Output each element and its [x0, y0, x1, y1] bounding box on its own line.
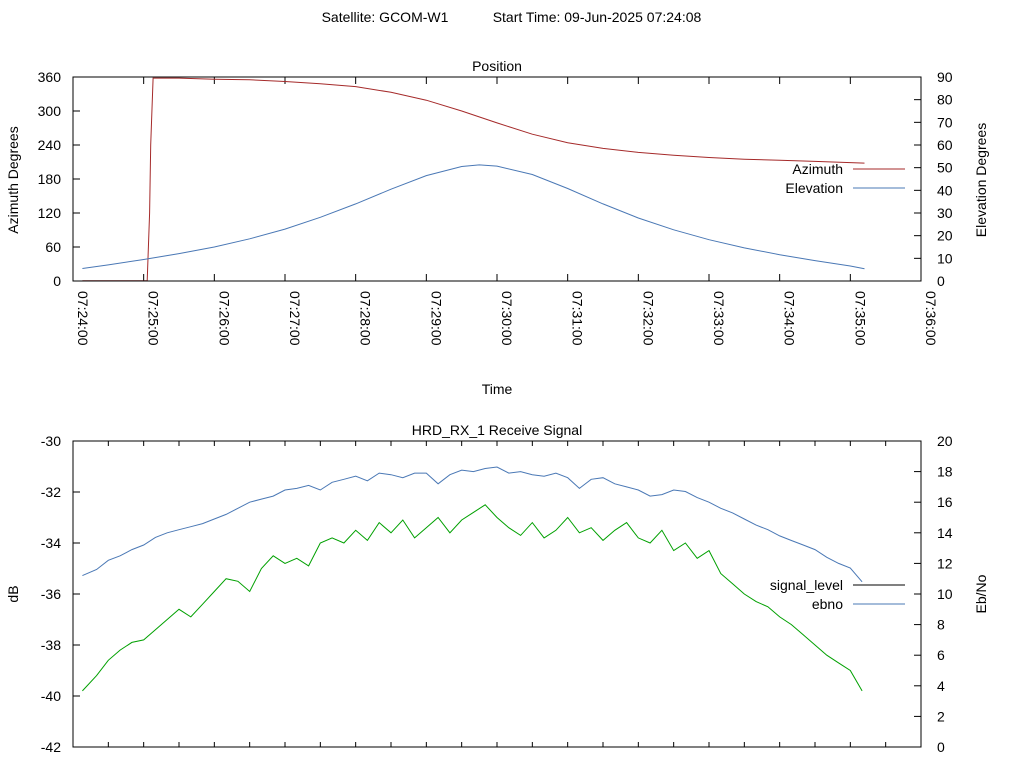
- y2-tick-label: 2: [937, 708, 945, 724]
- y2-tick-label: 10: [937, 250, 953, 266]
- y-tick-label: -34: [41, 535, 61, 551]
- y-tick-label: 180: [38, 171, 62, 187]
- y-tick-label: 0: [53, 273, 61, 289]
- legend-label-signal-level: signal_level: [770, 577, 843, 593]
- x-tick-label: 07:29:00: [428, 291, 444, 346]
- series-line-ebno: [82, 466, 863, 583]
- y2-tick-label: 60: [937, 137, 953, 153]
- y-tick-label: -40: [41, 688, 61, 704]
- signal-chart: HRD_RX_1 Receive Signal dB Eb/No -42-40-…: [5, 422, 989, 755]
- series-line-elevation: [82, 164, 865, 270]
- position-series: [82, 77, 865, 282]
- legend-label-ebno: ebno: [812, 596, 843, 612]
- y-tick-label: -30: [41, 433, 61, 449]
- x-tick-label: 07:24:00: [75, 291, 91, 346]
- y-tick-label: -42: [41, 739, 61, 755]
- y2-tick-label: 16: [937, 494, 953, 510]
- y2-tick-label: 4: [937, 678, 945, 694]
- y2-tick-label: 70: [937, 114, 953, 130]
- x-tick-label: 07:27:00: [287, 291, 303, 346]
- signal-y-axis-label: dB: [5, 585, 21, 602]
- y2-tick-label: 14: [937, 525, 953, 541]
- satellite-label: Satellite: GCOM-W1: [322, 9, 449, 25]
- y2-tick-label: 18: [937, 464, 953, 480]
- y-tick-label: 120: [38, 205, 62, 221]
- y2-tick-label: 90: [937, 69, 953, 85]
- signal-chart-title: HRD_RX_1 Receive Signal: [412, 422, 582, 438]
- position-axes: 0 60 120 180 240 300 360 0 10 20 30 40 50 60 70 80 90 07:…: [38, 69, 953, 346]
- signal-axes: -42 -40 -38 -36 -34 -32 -30 0 2 4 6 8 10 12 14 16 18 20: [41, 433, 953, 755]
- y-tick-label: -38: [41, 637, 61, 653]
- signal-plot-frame: [72, 440, 922, 748]
- y2-tick-label: 6: [937, 647, 945, 663]
- position-chart-title: Position: [472, 58, 522, 74]
- x-tick-label: 07:25:00: [146, 291, 162, 346]
- legend-label-azimuth: Azimuth: [792, 161, 843, 177]
- position-y-axis-label: Azimuth Degrees: [5, 126, 21, 233]
- y-tick-label: -32: [41, 484, 61, 500]
- y-tick-label: 60: [45, 239, 61, 255]
- y2-tick-label: 10: [937, 586, 953, 602]
- x-tick-label: 07:33:00: [711, 291, 727, 346]
- series-line-signal-level: [82, 504, 863, 692]
- position-y2-axis-label: Elevation Degrees: [973, 123, 989, 237]
- signal-series: [82, 466, 863, 692]
- position-plot-frame: [72, 76, 922, 282]
- y2-tick-label: 8: [937, 617, 945, 633]
- y2-tick-label: 20: [937, 228, 953, 244]
- y-tick-label: 300: [38, 103, 62, 119]
- x-tick-label: 07:26:00: [216, 291, 232, 346]
- y-tick-label: -36: [41, 586, 61, 602]
- legend-label-elevation: Elevation: [785, 180, 843, 196]
- x-tick-label: 07:31:00: [570, 291, 586, 346]
- y2-tick-label: 40: [937, 182, 953, 198]
- y2-tick-label: 0: [937, 739, 945, 755]
- y2-tick-label: 80: [937, 92, 953, 108]
- x-tick-label: 07:30:00: [499, 291, 515, 346]
- x-tick-label: 07:28:00: [358, 291, 374, 346]
- x-tick-label: 07:34:00: [782, 291, 798, 346]
- y2-tick-label: 30: [937, 205, 953, 221]
- x-tick-label: 07:36:00: [923, 291, 939, 346]
- y-tick-label: 360: [38, 69, 62, 85]
- y2-tick-label: 20: [937, 433, 953, 449]
- y2-tick-label: 0: [937, 273, 945, 289]
- series-line-azimuth: [82, 77, 865, 282]
- x-tick-label: 07:35:00: [852, 291, 868, 346]
- position-x-axis-label: Time: [482, 381, 513, 397]
- y2-tick-label: 12: [937, 555, 953, 571]
- position-legend: Azimuth Elevation: [785, 161, 905, 196]
- y-tick-label: 240: [38, 137, 62, 153]
- x-tick-label: 07:32:00: [640, 291, 656, 346]
- start-time-label: Start Time: 09-Jun-2025 07:24:08: [493, 9, 702, 25]
- y2-tick-label: 50: [937, 160, 953, 176]
- position-chart: Position Time Azimuth Degrees Elevation …: [5, 58, 989, 397]
- signal-y2-axis-label: Eb/No: [973, 574, 989, 613]
